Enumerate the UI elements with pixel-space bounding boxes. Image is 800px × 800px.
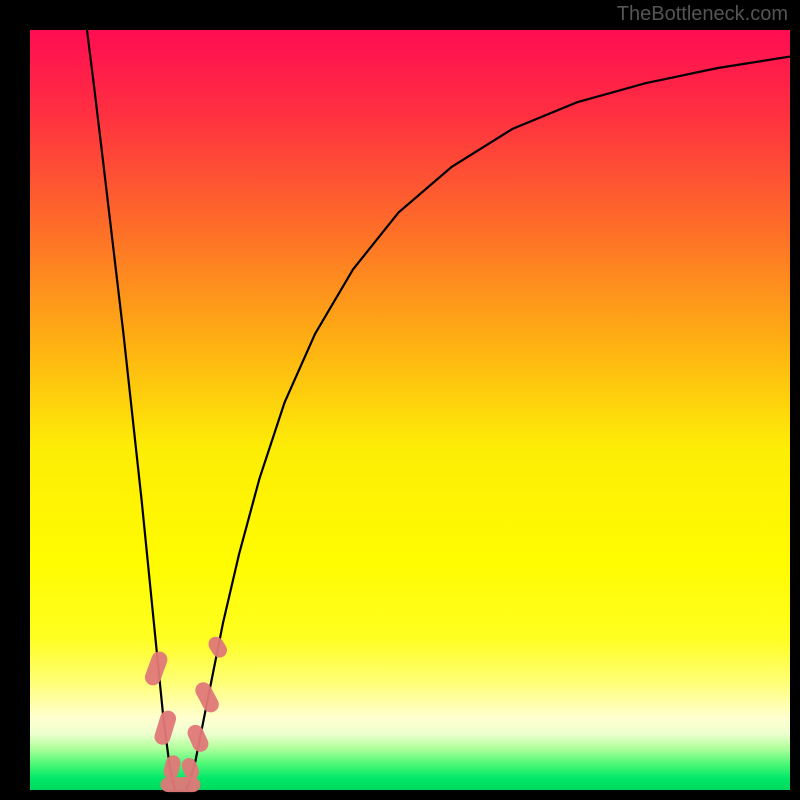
attribution-label: TheBottleneck.com [617, 3, 788, 25]
marker-pill [160, 777, 200, 792]
chart-canvas: TheBottleneck.com [0, 0, 800, 800]
bottleneck-chart: TheBottleneck.com [0, 0, 800, 800]
plot-background [30, 30, 790, 790]
